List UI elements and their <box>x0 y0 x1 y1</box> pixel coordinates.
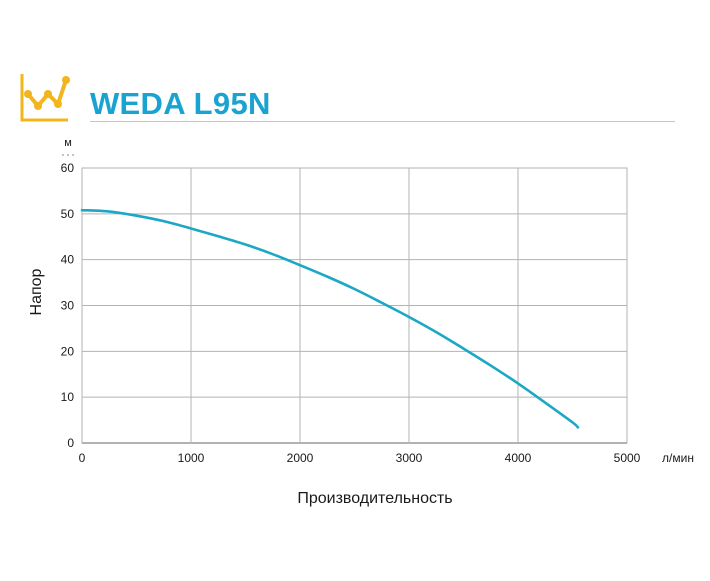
head-curve-line <box>80 208 580 429</box>
y-tick-label: 60 <box>61 161 75 175</box>
y-tick-label: 40 <box>61 253 75 267</box>
y-tick-label: 10 <box>61 390 75 404</box>
y-axis-unit: м <box>64 137 72 149</box>
y-tick-label: 50 <box>61 207 75 221</box>
y-tick-label: 30 <box>61 299 75 313</box>
x-tick-label: 3000 <box>396 451 423 465</box>
chart-header: WEDA L95N <box>0 0 710 130</box>
y-axis-label: Напор <box>28 268 45 315</box>
chart-title: WEDA L95N <box>90 86 271 121</box>
x-tick-label: 2000 <box>287 451 314 465</box>
grid <box>81 167 628 444</box>
y-tick-label: 0 <box>67 436 74 450</box>
chart-trend-icon <box>20 74 70 122</box>
x-axis-label: Производительность <box>297 490 452 507</box>
y-tick-label: 20 <box>61 344 75 358</box>
x-axis-unit: л/мин <box>662 451 694 465</box>
x-tick-label: 1000 <box>178 451 205 465</box>
x-tick-label: 4000 <box>505 451 532 465</box>
ticks: 0 10 20 30 40 50 60 0 1000 2000 3000 4000 5000 <box>61 154 641 465</box>
x-tick-label: 5000 <box>614 451 641 465</box>
x-tick-label: 0 <box>79 451 86 465</box>
title-divider <box>90 121 675 122</box>
